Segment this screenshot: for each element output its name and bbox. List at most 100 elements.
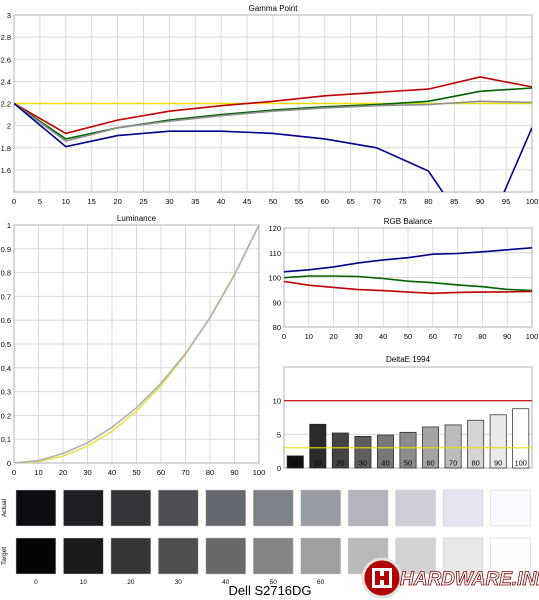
x-tick-label: 10 xyxy=(62,197,70,206)
y-tick-label: 120 xyxy=(268,224,281,233)
series-line-1 xyxy=(14,225,259,463)
swatch-target-90 xyxy=(442,537,484,575)
row-label-target: Target xyxy=(1,547,8,565)
x-tick-label: 55 xyxy=(295,197,303,206)
y-tick-label: 0.1 xyxy=(1,435,11,444)
x-tick-label: 80 xyxy=(471,459,479,468)
hardware-info-logo: HARDWARE.INFO xyxy=(361,557,539,599)
x-tick-label: 20 xyxy=(113,197,121,206)
x-tick-label: 30 xyxy=(354,332,362,341)
y-tick-label: 3 xyxy=(7,11,11,20)
x-tick-label: 80 xyxy=(424,197,432,206)
x-tick-label: 60 xyxy=(429,332,437,341)
swatch-target-30 xyxy=(158,537,199,575)
x-tick-label: 0 xyxy=(282,332,286,341)
swatch-actual-50 xyxy=(253,489,294,527)
series-line-2 xyxy=(284,280,532,295)
swatch-target-50 xyxy=(253,537,294,575)
x-tick-label: 20 xyxy=(329,332,337,341)
x-tick-label: 50 xyxy=(269,197,277,206)
x-tick-label: 40 xyxy=(108,468,116,477)
chart-title: DeltaE 1994 xyxy=(386,355,431,364)
x-tick-label: 0 xyxy=(12,468,16,477)
x-tick-label: 100 xyxy=(514,459,527,468)
y-tick-label: 10 xyxy=(273,397,281,406)
x-tick-label: 100 xyxy=(526,197,539,206)
x-tick-label: 0 xyxy=(12,197,16,206)
x-tick-label: 90 xyxy=(476,197,484,206)
delta-bar-30 xyxy=(354,436,372,469)
x-tick-label: 35 xyxy=(191,197,199,206)
series-line-2 xyxy=(14,100,532,142)
x-tick-label: 100 xyxy=(253,468,266,477)
swatch-actual-0 xyxy=(15,489,57,527)
x-tick-label: 30 xyxy=(359,459,367,468)
swatch-actual-60 xyxy=(300,489,341,527)
series-line-0 xyxy=(284,247,532,273)
series-line-1 xyxy=(284,275,532,292)
x-tick-label: 70 xyxy=(453,332,461,341)
chart-title: RGB Balance xyxy=(384,217,433,226)
x-tick-label: 50 xyxy=(404,332,412,341)
y-tick-label: 0.2 xyxy=(1,411,11,420)
y-tick-label: 1 xyxy=(7,221,11,230)
y-tick-label: 2.8 xyxy=(1,33,11,42)
x-tick-label: 90 xyxy=(494,459,502,468)
swatch-column-label: 50 xyxy=(270,579,278,586)
y-tick-label: 110 xyxy=(269,249,281,258)
y-tick-label: 5 xyxy=(277,430,281,439)
footer-title: Dell S2716DG xyxy=(228,583,311,598)
delta-bar-50 xyxy=(399,431,417,469)
swatch-target-10 xyxy=(63,537,104,575)
chart-title: Luminance xyxy=(117,214,157,223)
y-tick-label: 0.9 xyxy=(1,245,11,254)
y-tick-label: 100 xyxy=(268,274,281,283)
swatch-actual-90 xyxy=(442,489,484,527)
swatch-target-20 xyxy=(110,537,152,575)
swatch-target-0 xyxy=(15,537,57,575)
x-tick-label: 90 xyxy=(503,332,511,341)
y-tick-label: 2 xyxy=(7,122,11,131)
x-tick-label: 90 xyxy=(230,468,238,477)
x-tick-label: 95 xyxy=(502,197,510,206)
x-tick-label: 75 xyxy=(398,197,406,206)
swatch-actual-70 xyxy=(347,489,389,527)
x-tick-label: 50 xyxy=(404,459,412,468)
swatch-actual-100 xyxy=(490,489,531,527)
swatch-column-label: 60 xyxy=(317,579,325,586)
swatch-target-100 xyxy=(490,537,531,575)
x-tick-label: 100 xyxy=(526,332,539,341)
x-tick-label: 10 xyxy=(34,468,42,477)
x-tick-label: 25 xyxy=(139,197,147,206)
swatch-target-60 xyxy=(300,537,341,575)
swatch-actual-30 xyxy=(158,489,199,527)
x-tick-label: 0 xyxy=(293,459,297,468)
y-tick-label: 90 xyxy=(273,298,281,307)
delta-bar-10 xyxy=(309,423,327,469)
x-tick-label: 85 xyxy=(450,197,458,206)
x-tick-label: 20 xyxy=(336,459,344,468)
series-line-0 xyxy=(14,76,532,135)
y-tick-label: 0.7 xyxy=(1,292,11,301)
swatch-column-label: 20 xyxy=(127,579,135,586)
series-line-3 xyxy=(14,102,532,192)
swatch-column-label: 40 xyxy=(222,579,230,586)
y-tick-label: 2.4 xyxy=(1,77,11,86)
swatch-column-label: 10 xyxy=(80,579,88,586)
plot-frame xyxy=(13,224,260,464)
x-tick-label: 20 xyxy=(59,468,67,477)
x-tick-label: 60 xyxy=(157,468,165,477)
x-tick-label: 30 xyxy=(83,468,91,477)
chart-title: Gamma Point xyxy=(249,4,299,13)
delta-bar-0 xyxy=(286,455,304,469)
x-tick-label: 30 xyxy=(165,197,173,206)
row-label-actual: Actual xyxy=(1,498,8,517)
y-tick-label: 0.3 xyxy=(1,388,11,397)
y-tick-label: 1.6 xyxy=(1,166,11,175)
swatch-column-label: 30 xyxy=(175,579,183,586)
swatch-target-80 xyxy=(395,537,436,575)
swatch-target-40 xyxy=(205,537,246,575)
x-tick-label: 70 xyxy=(449,459,457,468)
x-tick-label: 40 xyxy=(217,197,225,206)
x-tick-label: 40 xyxy=(381,459,389,468)
